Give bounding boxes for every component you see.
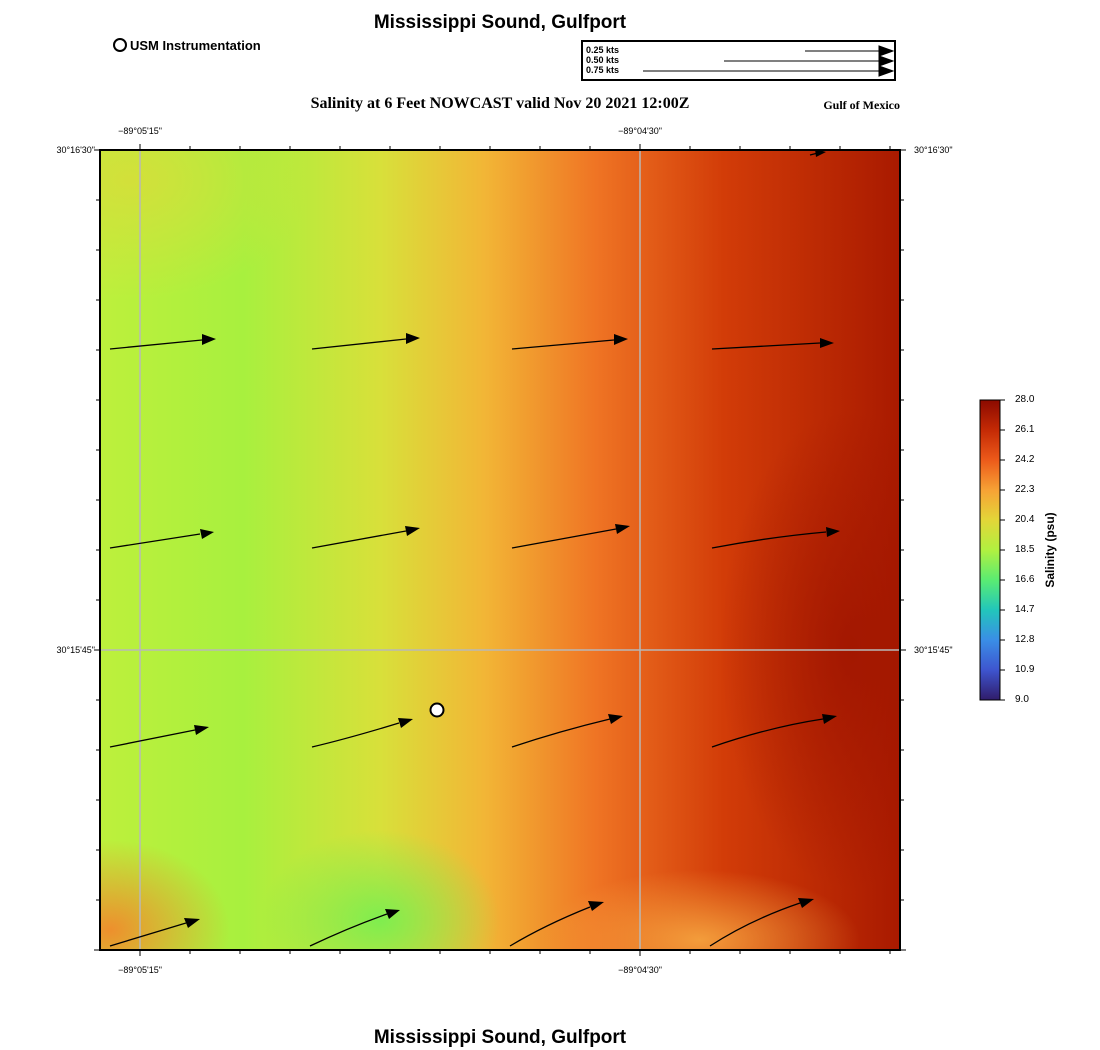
colorbar-tick-label: 28.0 (1015, 394, 1035, 405)
colorbar-tick-label: 22.3 (1015, 484, 1035, 495)
colorbar-tick-label: 16.6 (1015, 574, 1035, 585)
speed-arrow-icon (643, 65, 894, 77)
current-arrow-icon (109, 729, 196, 748)
speed-legend-label: 0.75 kts (586, 65, 620, 75)
current-arrow-icon (109, 339, 203, 350)
speed-legend-label: 0.25 kts (586, 45, 620, 55)
speed-legend-arrows (643, 45, 894, 77)
current-arrow-icon (511, 339, 615, 350)
graticule (100, 150, 900, 950)
colorbar-tick-label: 10.9 (1015, 664, 1035, 675)
lon-label-bottom: −89°05'15" (118, 965, 162, 975)
speed-legend: 0.25 kts 0.50 kts 0.75 kts (581, 40, 896, 81)
current-arrow-icon (511, 528, 617, 549)
lon-label-bottom: −89°04'30" (618, 965, 662, 975)
current-arrow-icon (311, 530, 407, 549)
region-label: Gulf of Mexico (823, 98, 900, 112)
speed-arrow-icon (724, 55, 894, 67)
current-arrow-icon (711, 342, 821, 350)
colorbar-tick-label: 18.5 (1015, 544, 1035, 555)
colorbar-tick-label: 12.8 (1015, 634, 1035, 645)
current-arrow-icon (711, 718, 824, 748)
current-arrow-icon (311, 338, 407, 350)
station-legend-label: USM Instrumentation (130, 37, 261, 53)
lat-label-left: 30°15'45" (56, 645, 95, 655)
colorbar-tick-label: 9.0 (1015, 694, 1029, 705)
usm-instrumentation-marker (429, 702, 445, 718)
current-arrow-icon (109, 922, 187, 947)
speed-arrow-icon (805, 45, 894, 57)
footer-title: Mississippi Sound, Gulfport (373, 1027, 627, 1048)
current-arrow-icon (309, 913, 388, 947)
colorbar-tick-label: 14.7 (1015, 604, 1035, 615)
colorbar-tick-label: 24.2 (1015, 454, 1035, 465)
speed-legend-label: 0.50 kts (586, 55, 620, 65)
current-arrowheads (184, 149, 840, 928)
lon-label-top: −89°04'30" (618, 126, 662, 136)
current-vectors (109, 152, 827, 947)
current-arrow-icon (109, 533, 201, 549)
current-arrow-icon (711, 531, 827, 549)
colorbar-tick-label: 26.1 (1015, 424, 1035, 435)
lat-label-right: 30°16'30" (914, 145, 953, 155)
current-arrow-icon (509, 906, 591, 947)
current-arrow-icon (709, 902, 801, 947)
current-arrow-icon (511, 718, 611, 748)
station-legend: USM Instrumentation (113, 37, 261, 53)
map-title: Mississippi Sound, Gulfport (373, 12, 627, 33)
axis-ticks (94, 144, 906, 956)
colorbar-ticks (1000, 399, 1005, 701)
lat-label-left: 30°16'30" (56, 145, 95, 155)
colorbar-label: Salinity (psu) (1043, 512, 1057, 588)
colorbar-tick-label: 20.4 (1015, 514, 1035, 525)
colorbar (979, 399, 1001, 701)
lat-label-right: 30°15'45" (914, 645, 953, 655)
current-arrow-icon (311, 722, 400, 748)
station-marker-icon (113, 38, 127, 52)
map-subtitle: Salinity at 6 Feet NOWCAST valid Nov 20 … (310, 95, 690, 112)
lon-label-top: −89°05'15" (118, 126, 162, 136)
